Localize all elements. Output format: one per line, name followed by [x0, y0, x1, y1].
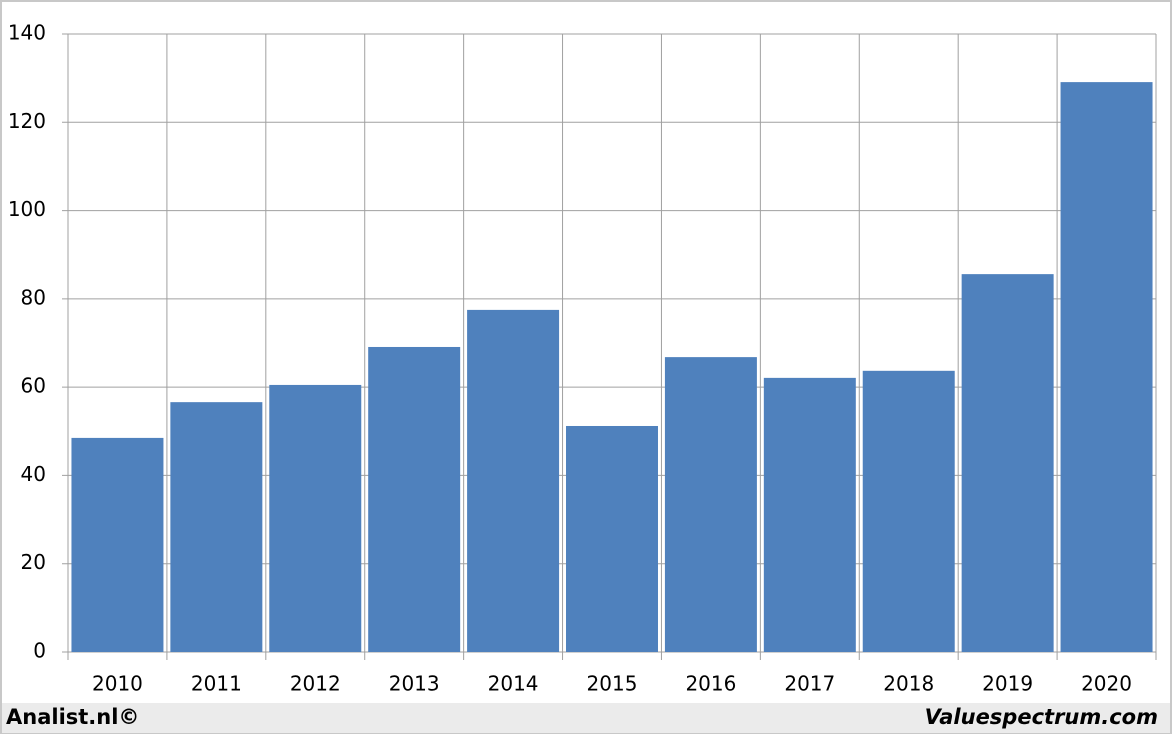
- footer-right: Valuespectrum.com: [925, 705, 1158, 729]
- footer-left: Analist.nl©: [6, 705, 139, 729]
- y-tick-label: 40: [21, 462, 46, 486]
- bar: [170, 402, 263, 652]
- bar: [467, 309, 560, 652]
- x-tick-label: 2019: [982, 672, 1033, 696]
- x-tick-label: 2016: [685, 672, 736, 696]
- x-tick-label: 2020: [1081, 672, 1132, 696]
- x-tick-label: 2013: [389, 672, 440, 696]
- footer-bar: [2, 703, 1170, 733]
- x-tick-label: 2018: [883, 672, 934, 696]
- x-tick-label: 2014: [488, 672, 539, 696]
- bar: [862, 370, 955, 652]
- x-tick-label: 2011: [191, 672, 242, 696]
- x-tick-label: 2010: [92, 672, 143, 696]
- x-tick-label: 2015: [587, 672, 638, 696]
- y-tick-label: 20: [21, 550, 46, 574]
- bar: [368, 346, 461, 652]
- x-tick-label: 2017: [784, 672, 835, 696]
- bar: [71, 437, 164, 652]
- y-tick-label: 100: [8, 197, 46, 221]
- y-tick-label: 0: [33, 639, 46, 663]
- y-tick-label: 80: [21, 285, 46, 309]
- bar: [269, 384, 362, 652]
- bar: [1060, 82, 1153, 652]
- bar: [961, 274, 1054, 652]
- bar: [566, 425, 658, 652]
- bar: [763, 377, 856, 652]
- bar: [664, 357, 757, 652]
- y-tick-label: 60: [21, 374, 46, 398]
- x-tick-label: 2012: [290, 672, 341, 696]
- y-tick-label: 120: [8, 109, 46, 133]
- y-tick-label: 140: [8, 21, 46, 45]
